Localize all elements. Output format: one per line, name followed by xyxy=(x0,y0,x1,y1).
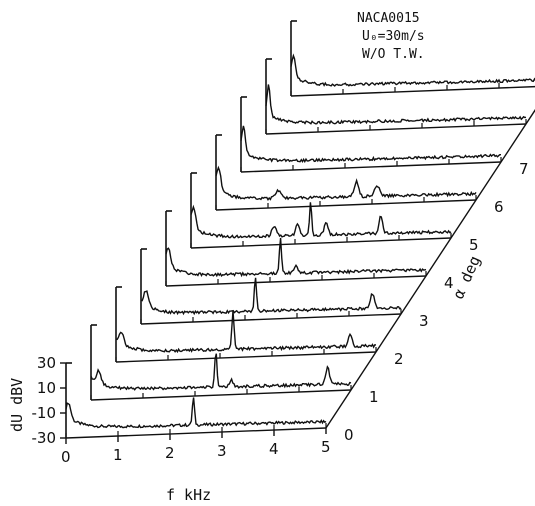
baseline-1 xyxy=(90,389,352,401)
series-label-4: 4 xyxy=(444,274,454,292)
baseline-3 xyxy=(140,313,402,325)
trace-12 xyxy=(290,53,535,87)
annotation-line-3: W/O T.W. xyxy=(362,47,425,62)
x-tick-label-5: 5 xyxy=(321,438,331,456)
series-label-2: 2 xyxy=(394,350,404,368)
trace-fill-2 xyxy=(116,310,376,362)
x-tick-label-2: 2 xyxy=(165,444,175,462)
trace-fill-5 xyxy=(191,202,451,248)
y-tick-label-30: 30 xyxy=(37,354,56,372)
baseline-8 xyxy=(265,123,527,135)
series-label-3: 3 xyxy=(419,312,429,330)
trace-fill-0 xyxy=(66,397,326,438)
y-tick-label-10: 10 xyxy=(37,379,56,397)
series-label-1: 1 xyxy=(369,388,379,406)
baseline-2 xyxy=(115,351,377,363)
trace-fill-6 xyxy=(216,167,476,210)
z-axis-label: α deg xyxy=(449,253,484,302)
x-tick-label-0: 0 xyxy=(61,448,71,466)
trace-0 xyxy=(65,397,327,429)
tick-labels: 128765432100123453010-10-30 xyxy=(32,160,529,466)
baseline-7 xyxy=(240,161,502,173)
trace-5 xyxy=(190,202,452,239)
trace-fill-3 xyxy=(141,277,401,324)
series-label-7: 7 xyxy=(519,160,529,178)
baseline-4 xyxy=(165,275,427,287)
axes xyxy=(60,20,535,444)
trace-3 xyxy=(140,277,402,316)
y-axis-label: dU dBV xyxy=(8,378,26,432)
x-axis-label: f kHz xyxy=(166,486,211,504)
trace-1 xyxy=(90,353,352,391)
series-label-6: 6 xyxy=(494,198,504,216)
annotation-line-1: NACA0015 xyxy=(357,11,420,26)
baseline-5 xyxy=(190,237,452,249)
baseline-6 xyxy=(215,199,477,211)
annotation-line-2: U₀=30m/s xyxy=(362,29,425,44)
baseline-12 xyxy=(290,85,535,97)
series-label-5: 5 xyxy=(469,236,479,254)
y-tick-label--30: -30 xyxy=(32,429,57,447)
trace-2 xyxy=(115,310,377,354)
trace-8 xyxy=(265,84,527,125)
trace-4 xyxy=(165,237,427,278)
x-tick-label-4: 4 xyxy=(269,440,279,458)
trace-6 xyxy=(215,165,477,202)
y-tick-label--10: -10 xyxy=(32,404,57,422)
x-tick-label-1: 1 xyxy=(113,446,123,464)
depth-axis xyxy=(325,109,535,429)
spectrum-traces xyxy=(65,53,535,438)
baseline-0 xyxy=(65,427,327,439)
x-tick-label-3: 3 xyxy=(217,442,227,460)
series-label-0: 0 xyxy=(344,426,354,444)
trace-7 xyxy=(240,125,501,164)
